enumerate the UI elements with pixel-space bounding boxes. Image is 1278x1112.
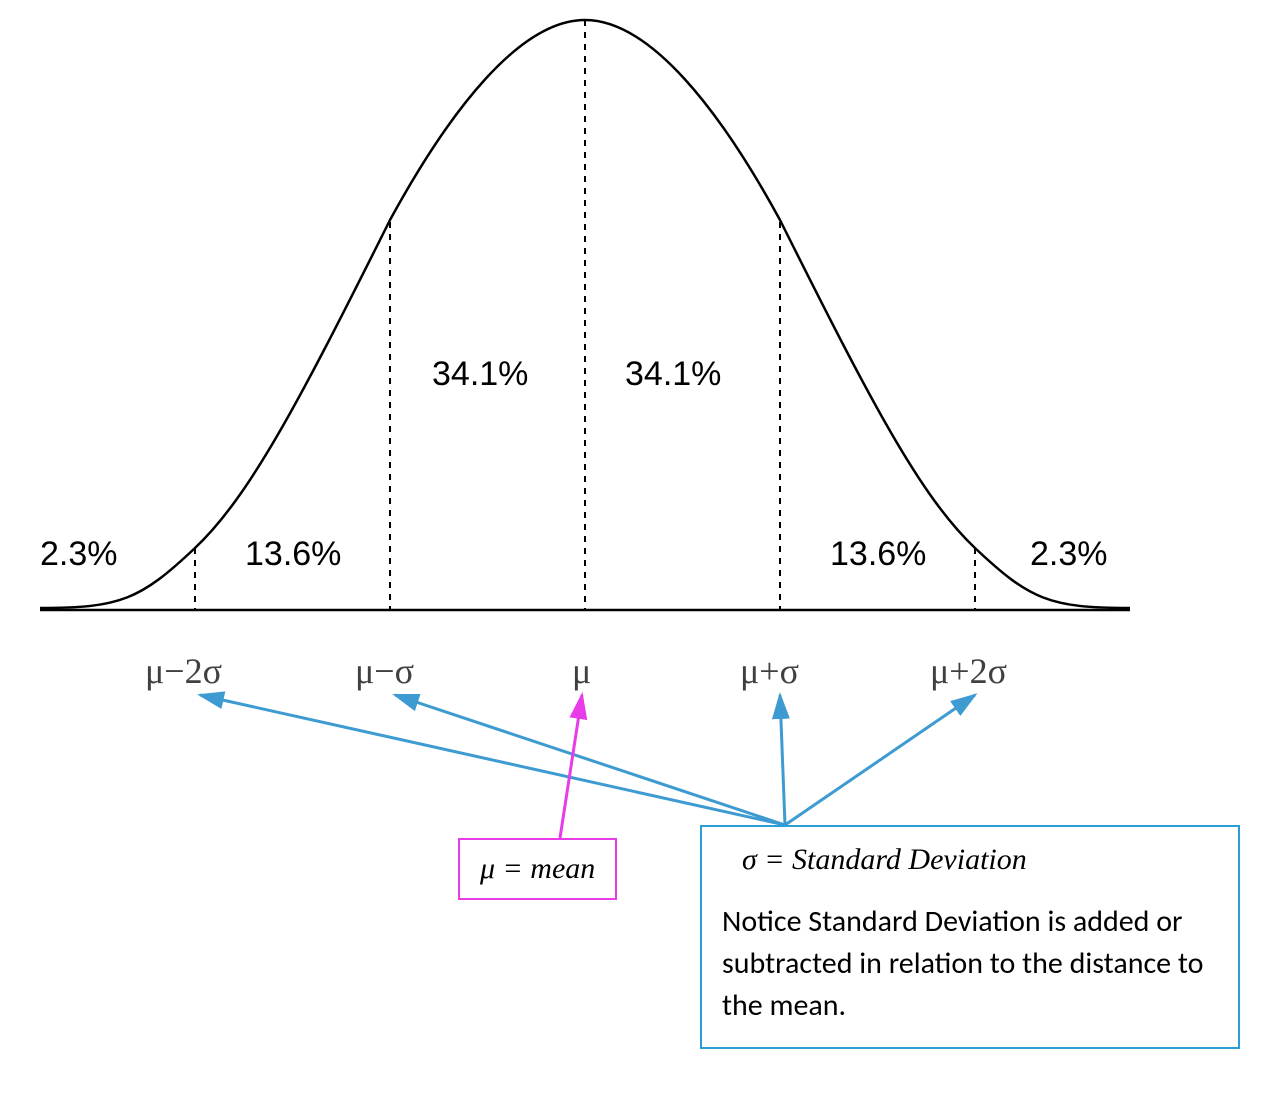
arrow-to-minus1sigma [395,695,785,825]
pct-minus1to0: 34.1% [432,355,528,394]
sd-formula: σ = Standard Deviation [742,843,1218,877]
pct-left-tail: 2.3% [40,535,118,574]
arrow-to-plus1sigma [780,695,785,825]
arrow-to-plus2sigma [785,695,975,825]
pct-minus2to1: 13.6% [245,535,341,574]
axis-minus2sigma: μ−2σ [145,650,222,692]
mean-formula: μ = mean [480,852,595,885]
axis-mean: μ [572,650,591,692]
pct-right-tail: 2.3% [1030,535,1108,574]
sd-note: Notice Standard Deviation is added or su… [722,901,1218,1027]
axis-plus2sigma: μ+2σ [930,650,1007,692]
arrow-to-mean [560,695,582,838]
arrow-to-minus2sigma [200,695,785,825]
pct-0to1: 34.1% [625,355,721,394]
axis-plus1sigma: μ+σ [740,650,799,692]
axis-minus1sigma: μ−σ [355,650,414,692]
mean-callout: μ = mean [458,838,617,900]
pct-1to2: 13.6% [830,535,926,574]
normal-distribution-diagram: 2.3% 13.6% 34.1% 34.1% 13.6% 2.3% μ−2σ μ… [0,0,1278,1112]
sd-callout: σ = Standard Deviation Notice Standard D… [700,825,1240,1049]
